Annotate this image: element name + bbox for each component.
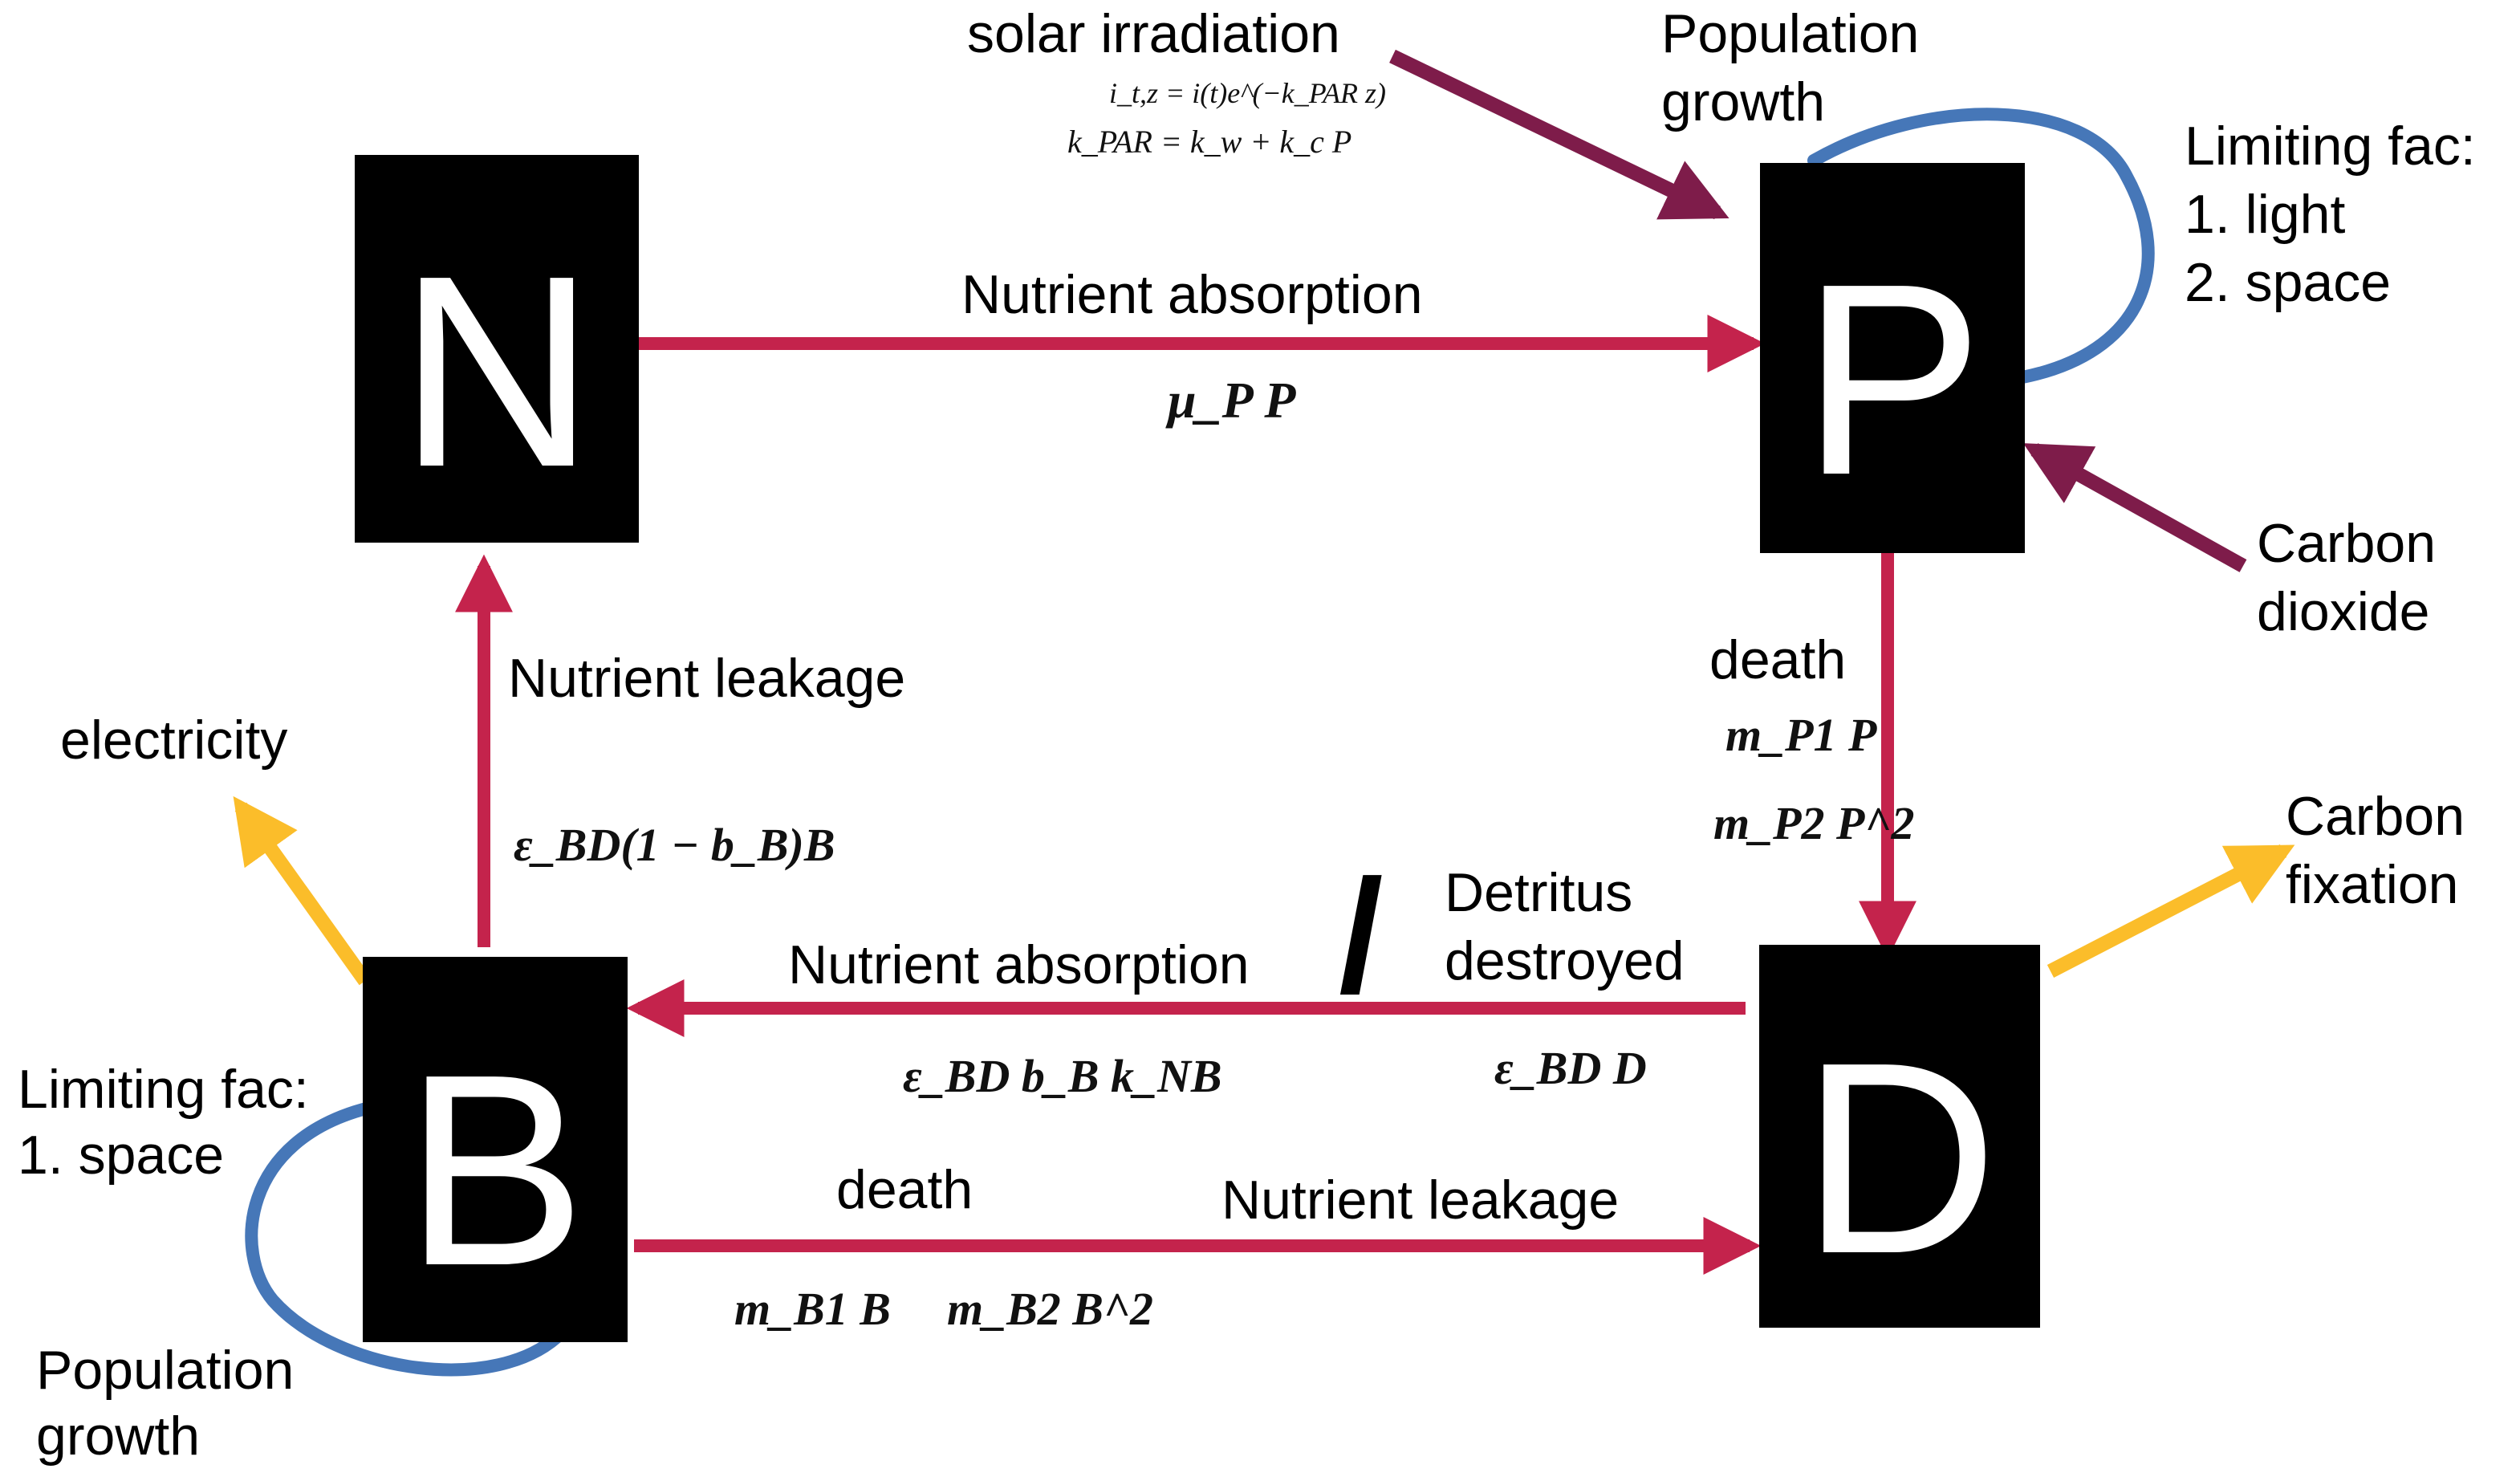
p-death-rate-2: m_P2 P^2 xyxy=(1713,797,1915,849)
n-to-p-nutrient-absorption-label: Nutrient absorption xyxy=(961,264,1423,325)
p-limiting-factor-2: 2. space xyxy=(2185,252,2391,313)
p-death-label: death xyxy=(1709,629,1846,690)
d-to-b-nutrient-absorption-label: Nutrient absorption xyxy=(788,934,1250,995)
p-population-growth-loop xyxy=(1807,108,2155,384)
detritus-destroyed-label-2: destroyed xyxy=(1445,930,1685,991)
arrow-solar-to-p xyxy=(1389,49,1729,220)
b-limiting-factor-1: 1. space xyxy=(18,1125,224,1186)
p-limiting-factor-title: Limiting fac: xyxy=(2185,116,2476,177)
d-to-b-rate-absorption: ε_BD b_B k_NB xyxy=(903,1050,1222,1102)
node-d: D xyxy=(1759,945,2040,1328)
arrow-b-to-electricity xyxy=(233,795,372,986)
node-n: N xyxy=(355,155,639,543)
b-death-rate-1: m_B1 B xyxy=(734,1283,891,1335)
p-population-growth-label-2: growth xyxy=(1661,71,1825,132)
n-to-p-rate: μ_P P xyxy=(1165,372,1296,429)
carbon-dioxide-label-1: Carbon xyxy=(2257,513,2436,574)
b-to-n-nutrient-leakage-label: Nutrient leakage xyxy=(508,648,905,709)
arrow-co2-to-p xyxy=(2022,443,2247,572)
separator-slash: / xyxy=(1339,847,1384,1026)
b-population-growth-label-1: Population xyxy=(36,1340,294,1401)
carbon-fixation-label-1: Carbon xyxy=(2286,786,2465,847)
b-death-rate-2: m_B2 B^2 xyxy=(947,1283,1153,1335)
b-to-n-rate: ε_BD(1 − b_B)B xyxy=(514,819,835,871)
node-n-letter: N xyxy=(398,219,595,524)
node-b-letter: B xyxy=(404,1018,587,1323)
node-p-letter: P xyxy=(1802,227,1984,532)
solar-irradiation-label: solar irradiation xyxy=(967,3,1340,64)
b-population-growth-label-2: growth xyxy=(36,1406,200,1467)
carbon-dioxide-label-2: dioxide xyxy=(2257,581,2430,642)
b-death-label: death xyxy=(836,1159,973,1220)
b-to-d-nutrient-leakage-label: Nutrient leakage xyxy=(1221,1170,1619,1231)
b-population-growth-loop xyxy=(245,1101,568,1377)
solar-equation-1: i_t,z = i(t)e^(−k_PAR z) xyxy=(1109,77,1386,109)
p-population-growth-label-1: Population xyxy=(1661,3,1919,64)
node-d-letter: D xyxy=(1801,1006,1998,1311)
p-death-rate-1: m_P1 P xyxy=(1725,709,1877,761)
arrow-d-to-carbon-fixation xyxy=(2046,844,2295,978)
p-limiting-factor-1: 1. light xyxy=(2185,184,2345,245)
electricity-label: electricity xyxy=(60,710,287,771)
carbon-fixation-label-2: fixation xyxy=(2286,854,2458,915)
d-to-b-rate-destroyed: ε_BD D xyxy=(1494,1042,1647,1094)
detritus-destroyed-label-1: Detritus xyxy=(1445,862,1632,923)
node-p: P xyxy=(1760,163,2025,553)
node-b: B xyxy=(363,957,628,1342)
b-limiting-factor-title: Limiting fac: xyxy=(18,1059,309,1120)
solar-equation-2: k_PAR = k_w + k_c P xyxy=(1067,124,1351,160)
